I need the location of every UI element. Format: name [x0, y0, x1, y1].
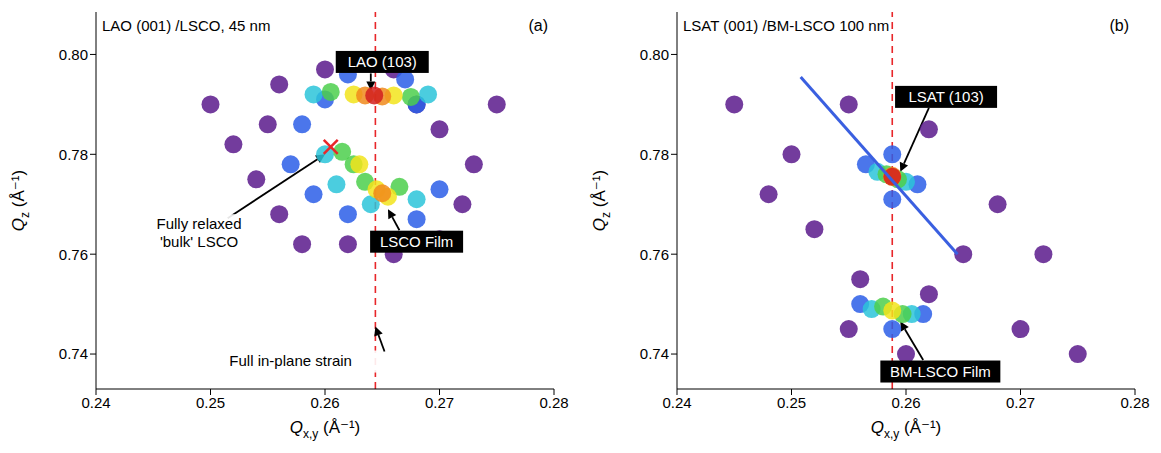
svg-text:0.76: 0.76 — [640, 246, 669, 263]
svg-text:0.26: 0.26 — [891, 394, 920, 411]
svg-text:LSAT (103): LSAT (103) — [908, 88, 983, 105]
svg-text:0.74: 0.74 — [59, 345, 88, 362]
svg-text:0.74: 0.74 — [640, 345, 669, 362]
svg-text:0.78: 0.78 — [640, 146, 669, 163]
svg-text:0.80: 0.80 — [640, 46, 669, 63]
svg-text:Full in-plane strain: Full in-plane strain — [229, 352, 352, 369]
svg-text:0.24: 0.24 — [662, 394, 691, 411]
svg-text:0.76: 0.76 — [59, 246, 88, 263]
svg-text:Qx,y (Å⁻¹): Qx,y (Å⁻¹) — [871, 418, 942, 441]
svg-text:0.26: 0.26 — [310, 394, 339, 411]
svg-text:Fully relaxed'bulk' LSCO: Fully relaxed'bulk' LSCO — [157, 215, 242, 250]
html-text:(b): (b) — [1109, 17, 1129, 34]
svg-text:0.27: 0.27 — [1006, 394, 1035, 411]
svg-text:0.25: 0.25 — [777, 394, 806, 411]
svg-text:BM-LSCO Film: BM-LSCO Film — [890, 363, 991, 380]
svg-text:Qx,y (Å⁻¹): Qx,y (Å⁻¹) — [290, 418, 361, 441]
svg-text:0.80: 0.80 — [59, 46, 88, 63]
html-text:LAO (001) /LSCO, 45 nm: LAO (001) /LSCO, 45 nm — [102, 17, 271, 34]
html-text:(a): (a) — [528, 17, 548, 34]
svg-text:0.28: 0.28 — [1120, 394, 1149, 411]
svg-text:0.27: 0.27 — [425, 394, 454, 411]
svg-text:Qz (Å⁻¹): Qz (Å⁻¹) — [9, 170, 32, 231]
svg-text:Qz (Å⁻¹): Qz (Å⁻¹) — [590, 170, 613, 231]
svg-text:0.24: 0.24 — [81, 394, 110, 411]
svg-text:LAO (103): LAO (103) — [348, 53, 417, 70]
svg-text:LSCO Film: LSCO Film — [380, 233, 453, 250]
svg-text:0.25: 0.25 — [196, 394, 225, 411]
svg-text:0.78: 0.78 — [59, 146, 88, 163]
svg-text:0.28: 0.28 — [539, 394, 568, 411]
html-text:LSAT (001) /BM-LSCO 100 nm: LSAT (001) /BM-LSCO 100 nm — [683, 17, 890, 34]
